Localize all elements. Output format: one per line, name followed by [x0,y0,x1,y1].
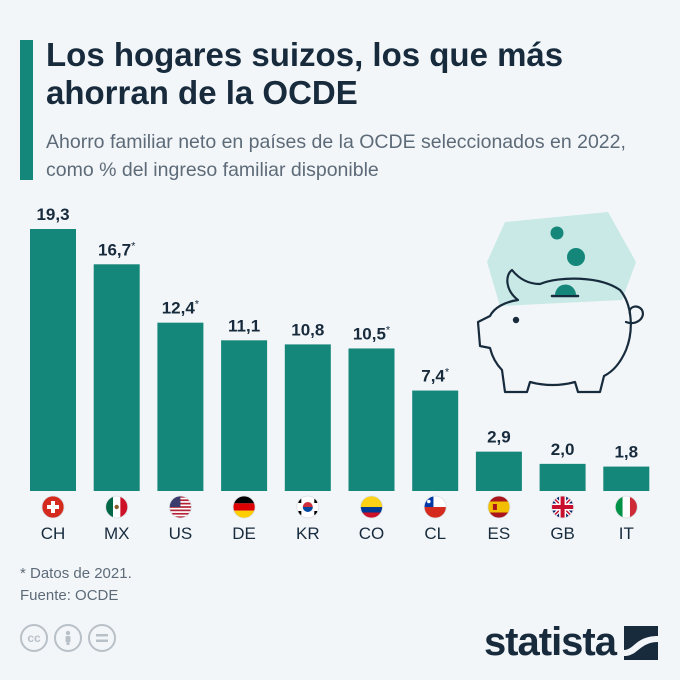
page-subtitle: Ahorro familiar neto en países de la OCD… [46,131,626,181]
attribution-icon[interactable] [54,624,82,652]
switzerland-flag-icon [41,495,65,519]
value-label-mx: 16,7* [98,240,136,259]
bar-cl [412,390,459,491]
cc-icon[interactable]: cc [20,624,48,652]
colombia-flag-icon [360,495,383,519]
bar-es [475,451,522,491]
category-label-gb: GB [550,524,575,543]
bar-mx [93,264,140,491]
category-label-es: ES [488,524,511,543]
bars: 19,3 CH 16,7* MX 12,4* US 11,1 DE 10,8 KR 10,5* CO 7… [30,205,650,543]
germany-flag-icon [232,495,256,519]
usa-flag-icon [168,495,192,519]
value-label-it: 1,8 [614,443,638,462]
bar-gb [539,463,586,491]
value-label-gb: 2,0 [551,440,575,459]
coin-medium-icon [567,248,585,266]
value-label-co: 10,5* [353,324,391,343]
footnote-source: Fuente: OCDE [20,587,119,604]
value-label-ch: 19,3 [36,205,69,224]
value-label-es: 2,9 [487,428,511,447]
value-label-kr: 10,8 [291,320,324,339]
chile-flag-icon [423,495,447,519]
coin-small-icon [550,226,564,240]
category-label-cl: CL [424,524,446,543]
value-label-us: 12,4* [162,299,200,318]
bar-de [221,340,268,491]
bar-us [157,322,204,491]
title-accent-bar [20,40,33,180]
category-label-ch: CH [41,524,66,543]
uk-flag-icon [551,495,574,519]
no-derivatives-icon[interactable] [88,624,116,652]
italy-flag-icon [614,495,638,519]
mexico-flag-icon [105,495,129,519]
statista-logo-icon [624,625,658,660]
piggy-bank-illustration [476,212,644,394]
category-label-kr: KR [296,524,320,543]
bar-kr [284,344,331,491]
category-label-de: DE [232,524,256,543]
category-label-co: CO [359,524,385,543]
page-title: Los hogares suizos, los que más ahorran … [46,36,564,111]
bar-ch [30,229,76,491]
south-korea-flag-icon [296,495,320,519]
brand-name: statista [483,620,617,664]
category-label-it: IT [619,524,634,543]
bar-co [348,348,395,491]
footnotes: * Datos de 2021. Fuente: OCDE [20,563,132,607]
brand-logo[interactable]: statista [484,620,658,665]
coin-large-icon [555,284,576,295]
category-label-mx: MX [104,524,130,543]
spain-flag-icon [487,495,511,519]
footnote-note: * Datos de 2021. [20,565,132,582]
value-label-cl: 7,4* [421,367,450,386]
bar-it [603,466,650,491]
category-label-us: US [169,524,193,543]
value-label-de: 11,1 [228,316,260,335]
license-icons: cc [20,624,116,652]
bar-chart: 19,3 CH 16,7* MX 12,4* US 11,1 DE 10,8 KR 10,5* CO 7… [30,205,650,543]
